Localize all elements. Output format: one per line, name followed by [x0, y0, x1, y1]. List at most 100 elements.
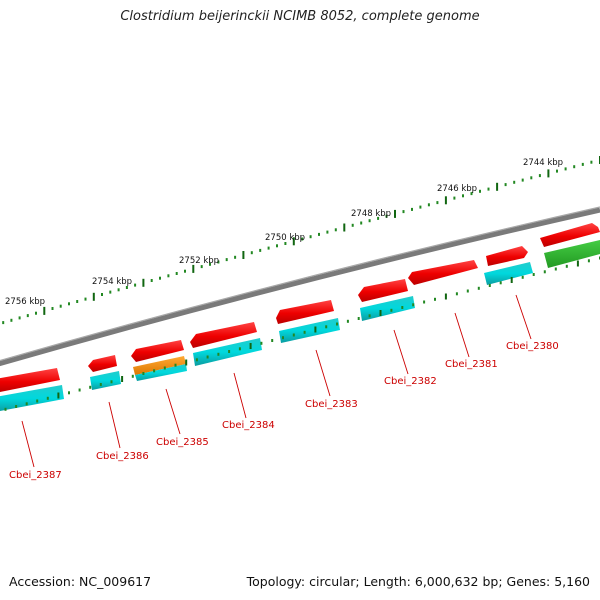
minor-tick [51, 307, 54, 310]
minor-tick [89, 385, 92, 389]
minor-tick [368, 314, 371, 318]
cds-arrow [486, 246, 528, 266]
leader-line [165, 388, 181, 435]
minor-tick [209, 262, 211, 266]
minor-tick [543, 270, 546, 274]
minor-tick [587, 259, 590, 263]
cds-arrow [135, 364, 187, 381]
minor-tick [401, 306, 404, 309]
major-tick [185, 359, 188, 366]
cds-arrow [193, 338, 262, 366]
minor-tick [412, 303, 415, 307]
minor-tick [357, 317, 360, 320]
minor-tick [225, 258, 228, 262]
inner-tick-ring [4, 256, 600, 411]
minor-tick [159, 276, 161, 280]
minor-tick [466, 289, 469, 293]
minor-tick [479, 189, 481, 193]
gene-label-cbei-2382[interactable]: Cbei_2382 [384, 376, 437, 387]
cds-arrow [544, 240, 600, 268]
leader-line [454, 312, 470, 358]
kbp-label: 2752 kbp [179, 256, 219, 266]
major-tick [314, 326, 317, 333]
gene-label-cbei-2380[interactable]: Cbei_2380 [506, 341, 559, 352]
minor-tick [455, 292, 458, 296]
gene-labels: Cbei_2380 Cbei_2381 Cbei_2382 Cbei_2383 … [9, 294, 559, 481]
minor-tick [292, 333, 295, 337]
minor-tick [351, 223, 354, 227]
leader-line [108, 401, 121, 449]
cds-arrow [358, 279, 408, 302]
minor-tick [234, 255, 237, 259]
minor-tick [284, 242, 287, 245]
minor-tick [453, 196, 456, 200]
major-tick [57, 392, 60, 399]
cds-arrow [279, 318, 340, 343]
minor-tick [26, 314, 29, 318]
leader-line [393, 329, 409, 375]
major-tick [192, 264, 195, 273]
minor-tick [385, 214, 388, 218]
minor-tick [309, 235, 312, 239]
major-tick [510, 277, 513, 283]
major-tick [444, 196, 447, 205]
minor-tick [228, 350, 231, 353]
gene-label-cbei-2383[interactable]: Cbei_2383 [305, 399, 358, 410]
cds-arrow [131, 340, 184, 362]
cds-arrow [408, 260, 478, 285]
leader-line [21, 420, 35, 468]
kbp-label: 2748 kbp [351, 209, 391, 219]
gene-label-cbei-2386[interactable]: Cbei_2386 [96, 451, 149, 462]
major-tick [547, 169, 550, 178]
minor-tick [35, 311, 37, 315]
gene-label-cbei-2385[interactable]: Cbei_2385 [156, 437, 209, 448]
reverse-strand [0, 240, 600, 412]
minor-tick [532, 273, 535, 276]
gene-label-cbei-2384[interactable]: Cbei_2384 [222, 420, 275, 431]
minor-tick [504, 183, 507, 187]
minor-tick [259, 248, 262, 252]
gene-label-cbei-2387[interactable]: Cbei_2387 [9, 470, 62, 481]
minor-tick [78, 388, 81, 392]
leader-line [315, 349, 331, 397]
minor-tick [301, 237, 304, 241]
minor-tick [487, 187, 490, 191]
minor-tick [260, 341, 263, 345]
minor-tick [556, 169, 558, 173]
minor-tick [402, 210, 405, 214]
major-tick [92, 292, 95, 301]
minor-tick [238, 347, 241, 351]
minor-tick [110, 380, 113, 384]
minor-tick [18, 316, 21, 320]
cds-arrow [0, 368, 60, 392]
minor-tick [59, 304, 62, 308]
minor-tick [565, 264, 568, 268]
minor-tick [217, 260, 220, 264]
minor-tick [153, 369, 156, 373]
minor-tick [419, 205, 422, 209]
cds-arrow [90, 371, 121, 390]
minor-tick [423, 300, 426, 304]
minor-tick [318, 232, 320, 236]
minor-tick [334, 228, 337, 232]
kbp-label: 2746 kbp [437, 184, 477, 194]
cds-arrow [190, 322, 257, 348]
minor-tick [538, 174, 541, 178]
minor-tick [434, 297, 436, 301]
minor-tick [217, 352, 220, 356]
minor-tick [488, 284, 491, 287]
minor-tick [250, 251, 253, 255]
major-tick [249, 343, 252, 349]
minor-tick [167, 274, 170, 278]
gene-label-cbei-2381[interactable]: Cbei_2381 [445, 359, 498, 370]
minor-tick [99, 383, 102, 386]
minor-tick [68, 391, 70, 395]
minor-tick [325, 325, 328, 329]
minor-tick [267, 246, 270, 250]
minor-tick [336, 322, 338, 326]
major-tick [576, 260, 579, 267]
minor-tick [377, 216, 380, 220]
minor-tick [36, 399, 39, 403]
